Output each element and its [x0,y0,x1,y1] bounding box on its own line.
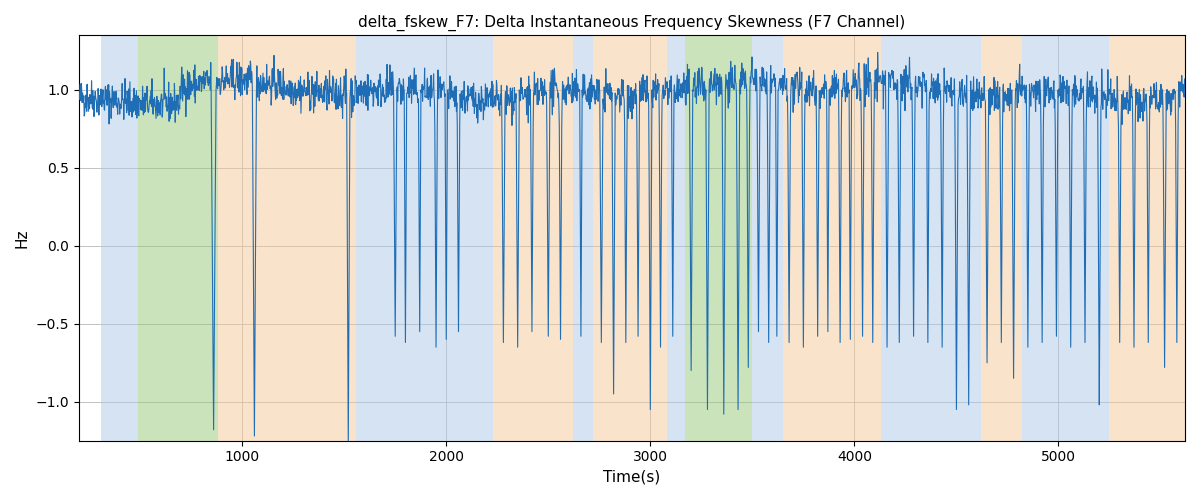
Bar [493,36,572,440]
Bar [356,36,493,440]
X-axis label: Time(s): Time(s) [604,470,660,485]
Bar [752,36,782,440]
Bar [1021,36,1110,440]
Bar [101,36,138,440]
Bar [138,36,217,440]
Bar [881,36,980,440]
Bar [593,36,667,440]
Bar [1110,36,1186,440]
Bar [980,36,1021,440]
Y-axis label: Hz: Hz [14,228,30,248]
Bar [217,36,356,440]
Bar [685,36,752,440]
Bar [572,36,593,440]
Title: delta_fskew_F7: Delta Instantaneous Frequency Skewness (F7 Channel): delta_fskew_F7: Delta Instantaneous Freq… [359,15,906,31]
Bar [667,36,685,440]
Bar [782,36,881,440]
